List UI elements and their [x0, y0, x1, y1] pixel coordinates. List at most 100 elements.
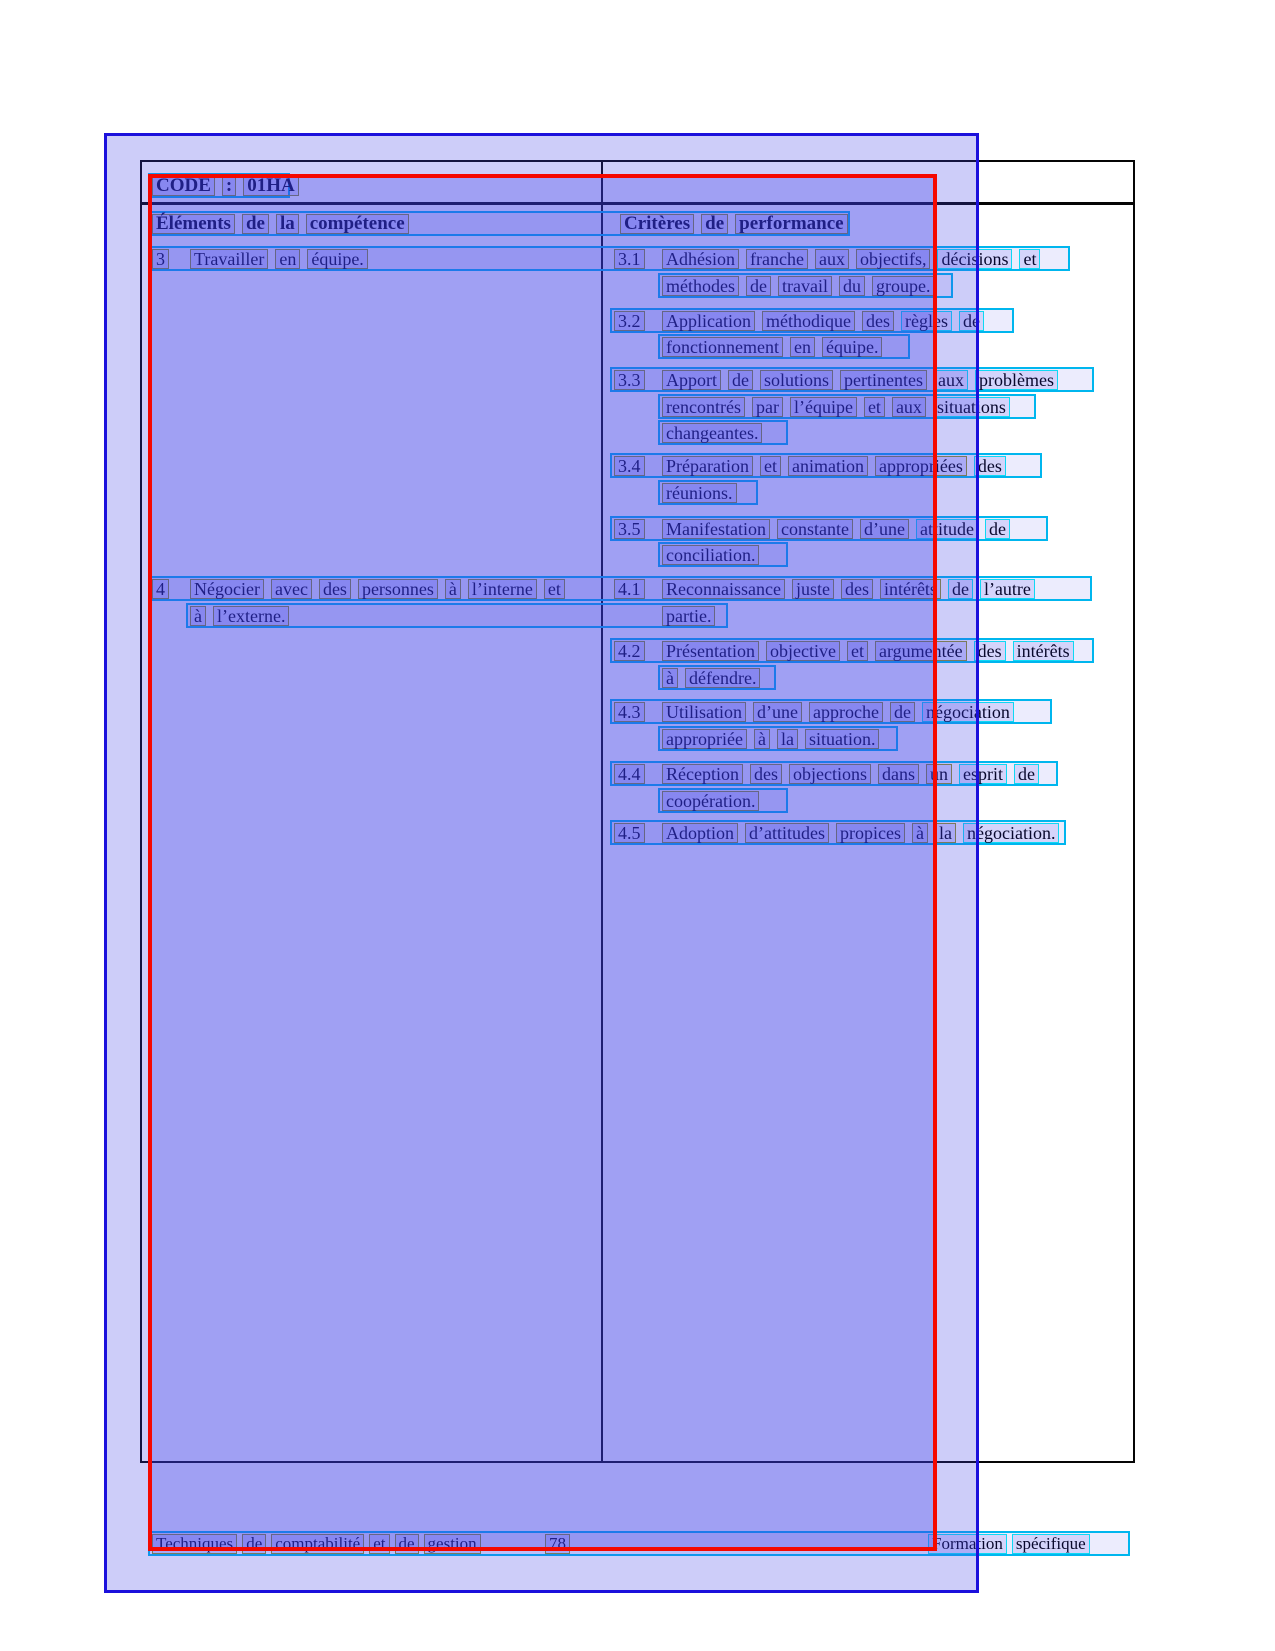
ocr-word[interactable]: intérêts	[879, 579, 941, 599]
ocr-word[interactable]: la	[776, 729, 798, 749]
ocr-word[interactable]: objections	[788, 764, 871, 784]
ocr-word[interactable]: équipe.	[307, 249, 368, 269]
ocr-word[interactable]: et	[863, 397, 885, 417]
ocr-word[interactable]: argumentée	[874, 641, 967, 661]
ocr-word[interactable]: de	[746, 276, 771, 296]
ocr-word[interactable]: l’autre	[979, 579, 1035, 599]
ocr-word[interactable]: l’équipe	[789, 397, 857, 417]
ocr-word[interactable]: Adhésion	[662, 249, 739, 269]
ocr-word[interactable]: à	[190, 606, 206, 626]
ocr-word[interactable]: 3.1	[614, 249, 645, 269]
ocr-word[interactable]: défendre.	[685, 668, 761, 688]
ocr-word[interactable]: CODE	[152, 176, 215, 196]
ocr-word[interactable]: à	[444, 579, 461, 599]
ocr-word[interactable]: règles	[900, 311, 952, 331]
ocr-word[interactable]: spécifique	[1011, 1534, 1090, 1554]
ocr-word[interactable]: à	[662, 668, 678, 688]
ocr-word[interactable]: des	[973, 641, 1006, 661]
ocr-word[interactable]: situations	[932, 397, 1010, 417]
ocr-word[interactable]: 4.4	[614, 764, 645, 784]
ocr-word[interactable]: réunions.	[662, 483, 737, 503]
ocr-word[interactable]: 01HA	[243, 176, 299, 196]
ocr-word[interactable]: appropriées	[874, 456, 967, 476]
ocr-word[interactable]: Reconnaissance	[662, 579, 785, 599]
ocr-word[interactable]: un	[925, 764, 952, 784]
ocr-word[interactable]: de	[947, 579, 973, 599]
ocr-word[interactable]: groupe.	[871, 276, 935, 296]
ocr-word[interactable]: rencontrés	[662, 397, 745, 417]
ocr-word[interactable]: de	[701, 214, 729, 234]
ocr-word[interactable]: de	[958, 311, 984, 331]
ocr-word[interactable]: par	[751, 397, 783, 417]
ocr-word[interactable]: 4	[152, 579, 169, 599]
ocr-word[interactable]: en	[275, 249, 301, 269]
ocr-word[interactable]: et	[759, 456, 781, 476]
ocr-word[interactable]: négociation.	[962, 823, 1060, 843]
ocr-word[interactable]: méthodique	[761, 311, 855, 331]
ocr-word[interactable]: et	[543, 579, 565, 599]
ocr-word[interactable]: Formation	[928, 1534, 1007, 1554]
ocr-word[interactable]: esprit	[958, 764, 1007, 784]
ocr-word[interactable]: de	[889, 702, 915, 722]
ocr-word[interactable]: 3.3	[614, 370, 645, 390]
ocr-word[interactable]: Réception	[662, 764, 743, 784]
ocr-word[interactable]: comptabilité	[271, 1534, 365, 1554]
ocr-word[interactable]: franche	[746, 249, 808, 269]
ocr-word[interactable]: des	[318, 579, 351, 599]
ocr-word[interactable]: 3.2	[614, 311, 645, 331]
ocr-word[interactable]: la	[275, 214, 299, 234]
ocr-word[interactable]: dans	[877, 764, 919, 784]
ocr-word[interactable]: 3	[152, 249, 169, 269]
ocr-word[interactable]: solutions	[760, 370, 834, 390]
ocr-word[interactable]: 3.5	[614, 519, 645, 539]
ocr-word[interactable]: performance	[735, 214, 848, 234]
ocr-word[interactable]: en	[789, 337, 815, 357]
ocr-word[interactable]: coopération.	[662, 791, 760, 811]
ocr-word[interactable]: compétence	[305, 214, 409, 234]
ocr-word[interactable]: de	[1013, 764, 1039, 784]
ocr-word[interactable]: Critères	[620, 214, 695, 234]
ocr-word[interactable]: 4.1	[614, 579, 645, 599]
ocr-word[interactable]: appropriée	[662, 729, 747, 749]
ocr-word[interactable]: Préparation	[662, 456, 753, 476]
ocr-word[interactable]: constante	[776, 519, 853, 539]
ocr-word[interactable]: de	[242, 1534, 267, 1554]
ocr-word[interactable]: problèmes	[975, 370, 1058, 390]
ocr-word[interactable]: aux	[891, 397, 926, 417]
ocr-word[interactable]: Manifestation	[662, 519, 770, 539]
ocr-word[interactable]: du	[838, 276, 865, 296]
ocr-word[interactable]: décisions	[937, 249, 1013, 269]
ocr-word[interactable]: de	[241, 214, 269, 234]
ocr-word[interactable]: et	[369, 1534, 390, 1554]
ocr-word[interactable]: 78	[545, 1534, 570, 1554]
ocr-word[interactable]: la	[934, 823, 956, 843]
ocr-word[interactable]: propices	[836, 823, 905, 843]
ocr-word[interactable]: Adoption	[662, 823, 739, 843]
ocr-word[interactable]: intérêts	[1012, 641, 1074, 661]
ocr-word[interactable]: l’interne	[467, 579, 537, 599]
ocr-word[interactable]: d’une	[859, 519, 909, 539]
ocr-word[interactable]: Présentation	[662, 641, 759, 661]
ocr-word[interactable]: 4.3	[614, 702, 645, 722]
ocr-word[interactable]: de	[984, 519, 1010, 539]
ocr-word[interactable]: négociation	[921, 702, 1014, 722]
ocr-word[interactable]: de	[394, 1534, 419, 1554]
ocr-word[interactable]: Apport	[662, 370, 721, 390]
ocr-word[interactable]: et	[846, 641, 868, 661]
ocr-word[interactable]: et	[1019, 249, 1041, 269]
ocr-word[interactable]: Application	[662, 311, 755, 331]
ocr-word[interactable]: objectifs,	[855, 249, 931, 269]
ocr-word[interactable]: des	[749, 764, 782, 784]
ocr-word[interactable]: des	[840, 579, 873, 599]
ocr-word[interactable]: gestion	[423, 1534, 481, 1554]
ocr-word[interactable]: d’attitudes	[745, 823, 829, 843]
ocr-word[interactable]: Éléments	[152, 214, 235, 234]
ocr-word[interactable]: changeantes.	[662, 423, 763, 443]
ocr-word[interactable]: d’une	[753, 702, 802, 722]
ocr-word[interactable]: animation	[787, 456, 868, 476]
ocr-word[interactable]: objective	[765, 641, 840, 661]
ocr-word[interactable]: à	[753, 729, 770, 749]
ocr-word[interactable]: juste	[791, 579, 834, 599]
ocr-word[interactable]: à	[911, 823, 928, 843]
ocr-word[interactable]: des	[973, 456, 1006, 476]
